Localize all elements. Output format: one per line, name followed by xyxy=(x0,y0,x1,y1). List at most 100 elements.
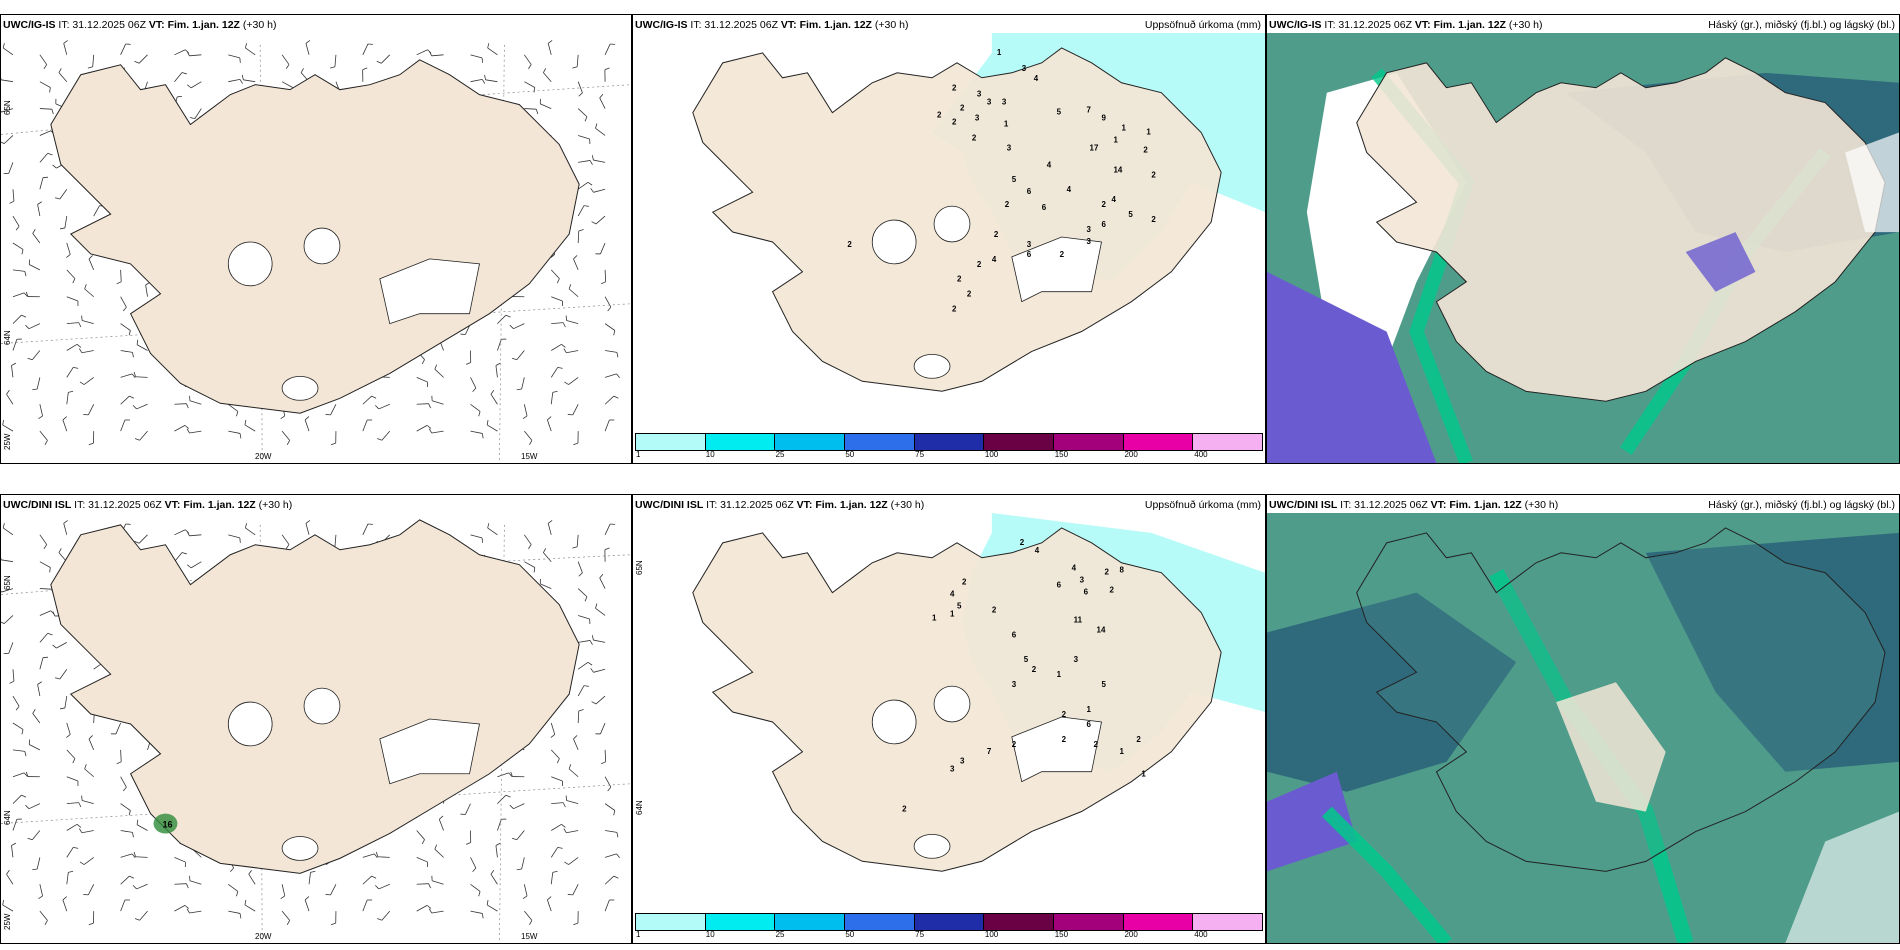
wind-barb-feather xyxy=(529,440,533,445)
wind-barb-feather xyxy=(21,314,27,318)
wind-barb xyxy=(120,395,130,405)
wind-barb xyxy=(604,853,617,858)
colorbar-swatch xyxy=(705,914,776,930)
precip-value-label: 2 xyxy=(977,260,982,269)
colorbar-swatch xyxy=(984,914,1055,930)
panel-title-right: Háský (gr.), miðský (fj.bl.) og lágský (… xyxy=(1708,499,1895,511)
wind-barb xyxy=(39,404,43,416)
wind-barb-feather xyxy=(52,611,56,617)
wind-barb-feather xyxy=(88,442,94,446)
wind-barb xyxy=(8,642,14,654)
wind-barb xyxy=(11,845,14,858)
colorbar-label: 150 xyxy=(1054,930,1069,939)
wind-barb-feather xyxy=(51,109,54,115)
panel-title-right: Háský (gr.), miðský (fj.bl.) og lágský (… xyxy=(1708,19,1895,31)
wind-barb-feather xyxy=(547,896,552,901)
wind-barb-feather xyxy=(587,662,593,666)
wind-barb xyxy=(32,233,41,244)
wind-barb-feather xyxy=(55,197,61,200)
wind-barb xyxy=(470,54,483,59)
wind-barb xyxy=(120,803,131,811)
wind-barb-feather xyxy=(189,117,195,120)
wind-barb xyxy=(11,365,14,378)
wind-barb-feather xyxy=(128,810,131,816)
precip-value-label: 2 xyxy=(1151,170,1156,179)
wind-panel-dini: UWC/DINI ISL IT: 31.12.2025 06Z VT: Fim.… xyxy=(0,494,632,944)
wind-barb-feather xyxy=(533,87,536,93)
wind-barb xyxy=(487,47,498,56)
wind-barb xyxy=(362,419,368,432)
wind-barb-feather xyxy=(584,116,588,122)
wind-barb-feather xyxy=(426,425,432,429)
wind-barb xyxy=(513,803,525,810)
precip-value-label: 2 xyxy=(994,230,999,239)
wind-barb xyxy=(604,395,615,405)
wind-barb-feather xyxy=(9,680,15,684)
precip-value-label: 14 xyxy=(1097,625,1106,634)
wind-barb xyxy=(39,884,43,896)
wind-barb-feather xyxy=(573,735,578,740)
wind-barb xyxy=(521,857,525,870)
lon-label-15w: 15W xyxy=(521,932,538,941)
wind-barb xyxy=(12,819,18,831)
lat-label-top: 65N xyxy=(3,575,12,590)
wind-barb xyxy=(470,430,483,434)
wind-barb-feather xyxy=(557,846,563,849)
wind-barb xyxy=(431,910,444,914)
precip-value-label: 2 xyxy=(1020,538,1025,547)
wind-barb-feather xyxy=(177,95,183,98)
wind-barb xyxy=(521,377,525,390)
wind-barb-feather xyxy=(529,920,533,925)
wind-barb-feather xyxy=(578,229,584,232)
precip-value-label: 5 xyxy=(1128,210,1133,219)
wind-barb xyxy=(516,350,525,361)
wind-barb-feather xyxy=(591,701,597,705)
wind-barb xyxy=(190,561,202,569)
wind-barb-feather xyxy=(49,567,51,573)
wind-barb-feather xyxy=(572,66,578,69)
wind-barb xyxy=(604,373,617,378)
wind-barb xyxy=(88,738,95,751)
wind-barb-feather xyxy=(583,685,589,687)
wind-barb xyxy=(485,79,498,83)
wind-barb-feather xyxy=(32,388,38,391)
wind-barb xyxy=(145,284,148,297)
wind-barb xyxy=(39,177,44,190)
wind-barb-feather xyxy=(132,352,134,358)
wind-barb-feather xyxy=(25,324,30,329)
wind-barb xyxy=(578,160,591,163)
wind-barb-feather xyxy=(592,635,594,641)
wind-barb xyxy=(228,54,240,59)
wind-barb-feather xyxy=(616,352,619,358)
wind-barb xyxy=(189,400,202,405)
wind-barb-feather xyxy=(44,440,48,445)
wind-barb-feather xyxy=(116,281,122,285)
wind-barb-feather xyxy=(495,842,501,846)
wind-barb xyxy=(66,367,74,378)
wind-barb xyxy=(138,54,148,64)
wind-barb xyxy=(66,269,76,279)
colorbar-label: 400 xyxy=(1194,450,1208,459)
wind-barb-feather xyxy=(186,428,190,434)
precip-panel-ig: UWC/IG-IS IT: 31.12.2025 06Z VT: Fim. 1.… xyxy=(632,14,1266,464)
wind-barb-feather xyxy=(181,72,187,75)
wind-barb xyxy=(228,883,239,892)
wind-barb xyxy=(64,216,68,229)
wind-barb xyxy=(66,823,78,831)
wind-barb-feather xyxy=(55,677,61,680)
wind-barb-feather xyxy=(38,415,43,420)
wind-barb xyxy=(190,81,202,89)
wind-barb-feather xyxy=(599,573,604,579)
wind-barb-feather xyxy=(371,875,377,879)
wind-barb xyxy=(138,534,148,544)
wind-barb-feather xyxy=(578,709,584,712)
wind-barb xyxy=(434,368,444,378)
wind-barb-feather xyxy=(509,324,514,329)
wind-barb xyxy=(540,583,552,589)
wind-barb xyxy=(604,323,616,331)
precip-colorbar: 1 10 25 50 75 100 150 200 400 xyxy=(633,433,1265,463)
precip-value-label: 4 xyxy=(1111,195,1116,204)
wind-barb-feather xyxy=(487,43,490,49)
wind-barb xyxy=(39,657,44,670)
precip-value-label: 2 xyxy=(992,606,997,615)
